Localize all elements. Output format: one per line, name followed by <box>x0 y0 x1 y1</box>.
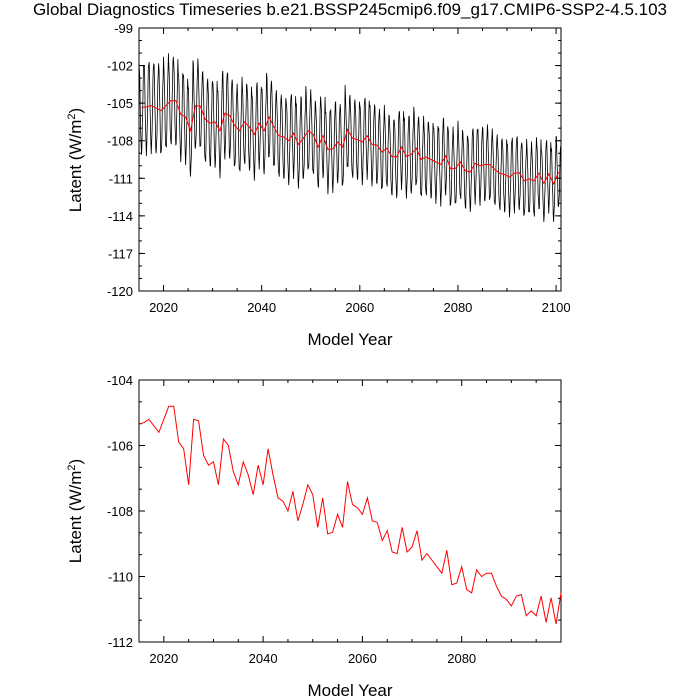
bottom-y-ticks: -104 -106 -108 -110 -112 <box>107 373 561 650</box>
top-y-axis-title-main: Latent (W/m <box>66 120 85 213</box>
top-x-axis-title: Model Year <box>307 330 392 349</box>
top-y-tick-label: -114 <box>108 209 133 224</box>
bottom-panel: 2020 2040 2060 2080 -104 -106 -108 -110 -112 Mo… <box>66 373 562 700</box>
bottom-x-tick-label: 2020 <box>149 651 178 666</box>
top-y-axis-title-sup: 2 <box>66 113 78 119</box>
bottom-y-tick-label: -110 <box>108 570 133 585</box>
bottom-y-axis-title-sup: 2 <box>66 464 78 470</box>
top-y-tick-label: -111 <box>109 171 133 186</box>
top-y-tick-label: -105 <box>107 96 133 111</box>
bottom-y-axis-title-main: Latent (W/m <box>66 471 85 564</box>
top-y-axis-title: Latent (W/m2) <box>66 108 85 212</box>
top-annual-mean-line <box>141 100 560 186</box>
bottom-y-tick-label: -104 <box>107 373 133 388</box>
top-y-tick-label: -120 <box>107 284 133 299</box>
chart-title: Global Diagnostics Timeseries b.e21.BSSP… <box>32 0 668 19</box>
bottom-x-tick-label: 2060 <box>348 651 377 666</box>
top-y-tick-label: -108 <box>107 134 133 149</box>
bottom-y-tick-label: -112 <box>108 635 133 650</box>
top-y-ticks: -99 -102 -105 -108 -111 -114 -117 -120 <box>107 21 561 299</box>
top-panel: 2020 2040 2060 2080 2100 -99 -102 -105 -108 -111… <box>66 21 571 349</box>
top-y-tick-label: -117 <box>108 246 133 261</box>
bottom-series-lines <box>138 405 562 625</box>
top-plot-frame <box>138 27 562 292</box>
top-monthly-line <box>138 53 561 222</box>
bottom-annual-mean-line <box>138 405 562 625</box>
top-x-ticks: 2020 2040 2060 2080 2100 <box>138 28 571 315</box>
bottom-x-tick-label: 2040 <box>249 651 278 666</box>
bottom-y-tick-label: -108 <box>107 504 133 519</box>
top-y-tick-label: -99 <box>114 21 133 36</box>
top-x-tick-label: 2020 <box>149 300 178 315</box>
top-series-lines <box>138 53 561 222</box>
bottom-plot-frame <box>138 379 562 643</box>
bottom-x-axis-title: Model Year <box>307 681 392 700</box>
bottom-y-axis-title-end: ) <box>66 459 85 465</box>
bottom-x-ticks: 2020 2040 2060 2080 <box>138 380 562 666</box>
top-x-tick-label: 2060 <box>345 300 374 315</box>
top-y-tick-label: -102 <box>107 59 133 74</box>
top-x-tick-label: 2040 <box>247 300 276 315</box>
top-x-tick-label: 2100 <box>542 300 571 315</box>
bottom-y-axis-title: Latent (W/m2) <box>66 459 85 563</box>
top-x-tick-label: 2080 <box>443 300 472 315</box>
top-y-axis-title-end: ) <box>66 108 85 114</box>
bottom-x-tick-label: 2080 <box>447 651 476 666</box>
bottom-y-tick-label: -106 <box>107 439 133 454</box>
